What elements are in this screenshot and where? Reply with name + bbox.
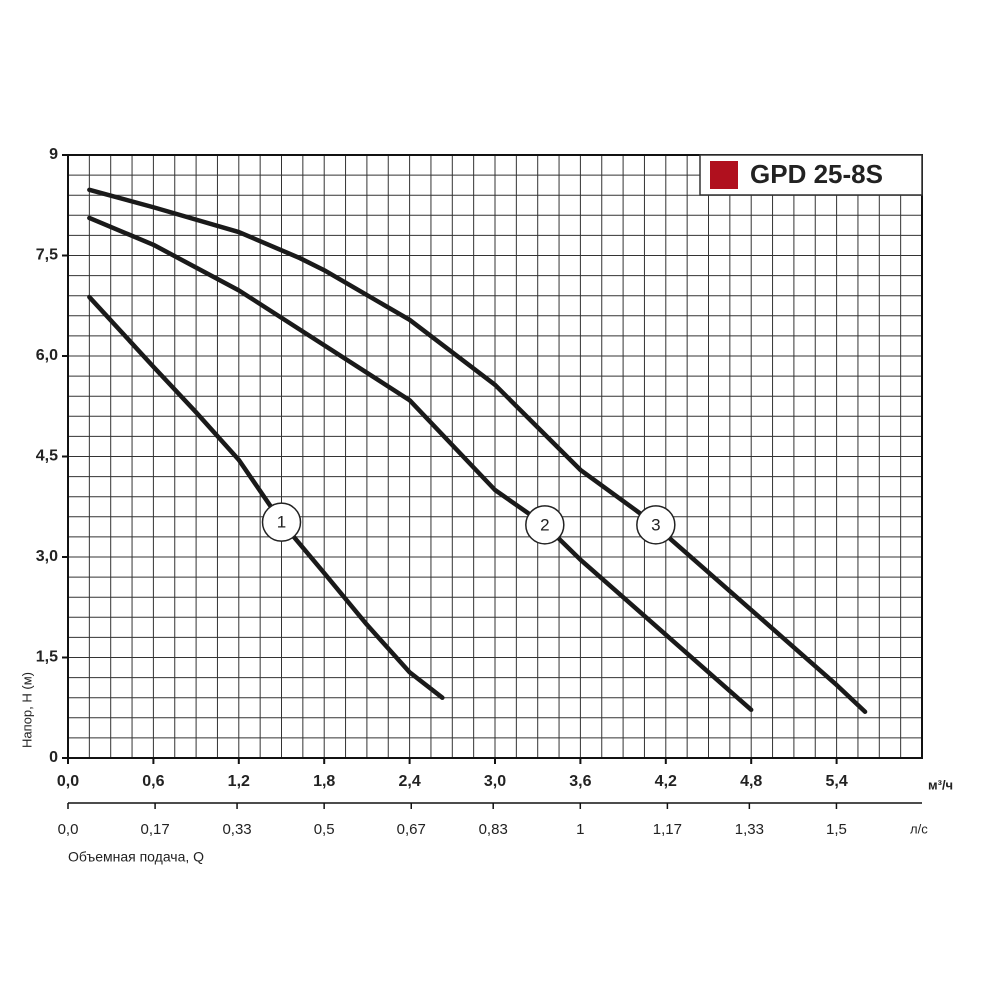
x2-tick-label: 0,0: [58, 821, 79, 838]
x-tick-label: 1,8: [313, 773, 335, 790]
y-tick-label: 4,5: [36, 448, 58, 465]
x-axis-label: Объемная подача, Q: [68, 849, 204, 865]
x-tick-label: 4,2: [655, 773, 677, 790]
x2-tick-label: 1,5: [826, 821, 847, 838]
x-tick-label: 1,2: [228, 773, 250, 790]
x2-tick-label: 0,67: [397, 821, 426, 838]
curve-label: 2: [540, 515, 549, 534]
curve: [87, 215, 754, 713]
legend-label: GPD 25-8S: [750, 159, 883, 189]
curve-label-circle: [636, 505, 676, 545]
x-tick-label: 3,6: [569, 773, 591, 790]
x2-tick-label: 0,83: [479, 821, 508, 838]
x-tick-label: 0,0: [57, 773, 79, 790]
legend-swatch: [710, 161, 738, 189]
x-tick-label: 4,8: [740, 773, 762, 790]
x2-tick-label: 0,5: [314, 821, 335, 838]
curve-label-circle: [261, 502, 302, 542]
x-tick-label: 3,0: [484, 773, 506, 790]
y-axis-label: Напор, H (м): [19, 672, 34, 748]
x2-tick-label: 1,33: [735, 821, 764, 838]
y-tick-label: 3,0: [36, 548, 58, 565]
x-tick-label: 5,4: [825, 773, 847, 790]
x2-tick-label: 0,17: [140, 821, 169, 838]
curve-label-circle: [525, 505, 565, 545]
y-tick-label: 1,5: [36, 649, 58, 666]
curve-label: 3: [651, 515, 660, 534]
x2-tick-label: 1,17: [653, 821, 682, 838]
x2-tick-label: 1: [576, 821, 584, 838]
x-unit: м³/ч: [928, 777, 953, 792]
curve: [87, 187, 868, 715]
y-tick-label: 0: [49, 749, 58, 766]
y-tick-label: 6,0: [36, 347, 58, 364]
x2-unit: л/с: [910, 821, 928, 836]
y-tick-label: 7,5: [36, 247, 58, 264]
x-tick-label: 2,4: [398, 773, 420, 790]
curve-label: 1: [277, 513, 286, 532]
y-tick-label: 9: [49, 146, 58, 163]
x-tick-label: 0,6: [142, 773, 164, 790]
x2-tick-label: 0,33: [222, 821, 251, 838]
